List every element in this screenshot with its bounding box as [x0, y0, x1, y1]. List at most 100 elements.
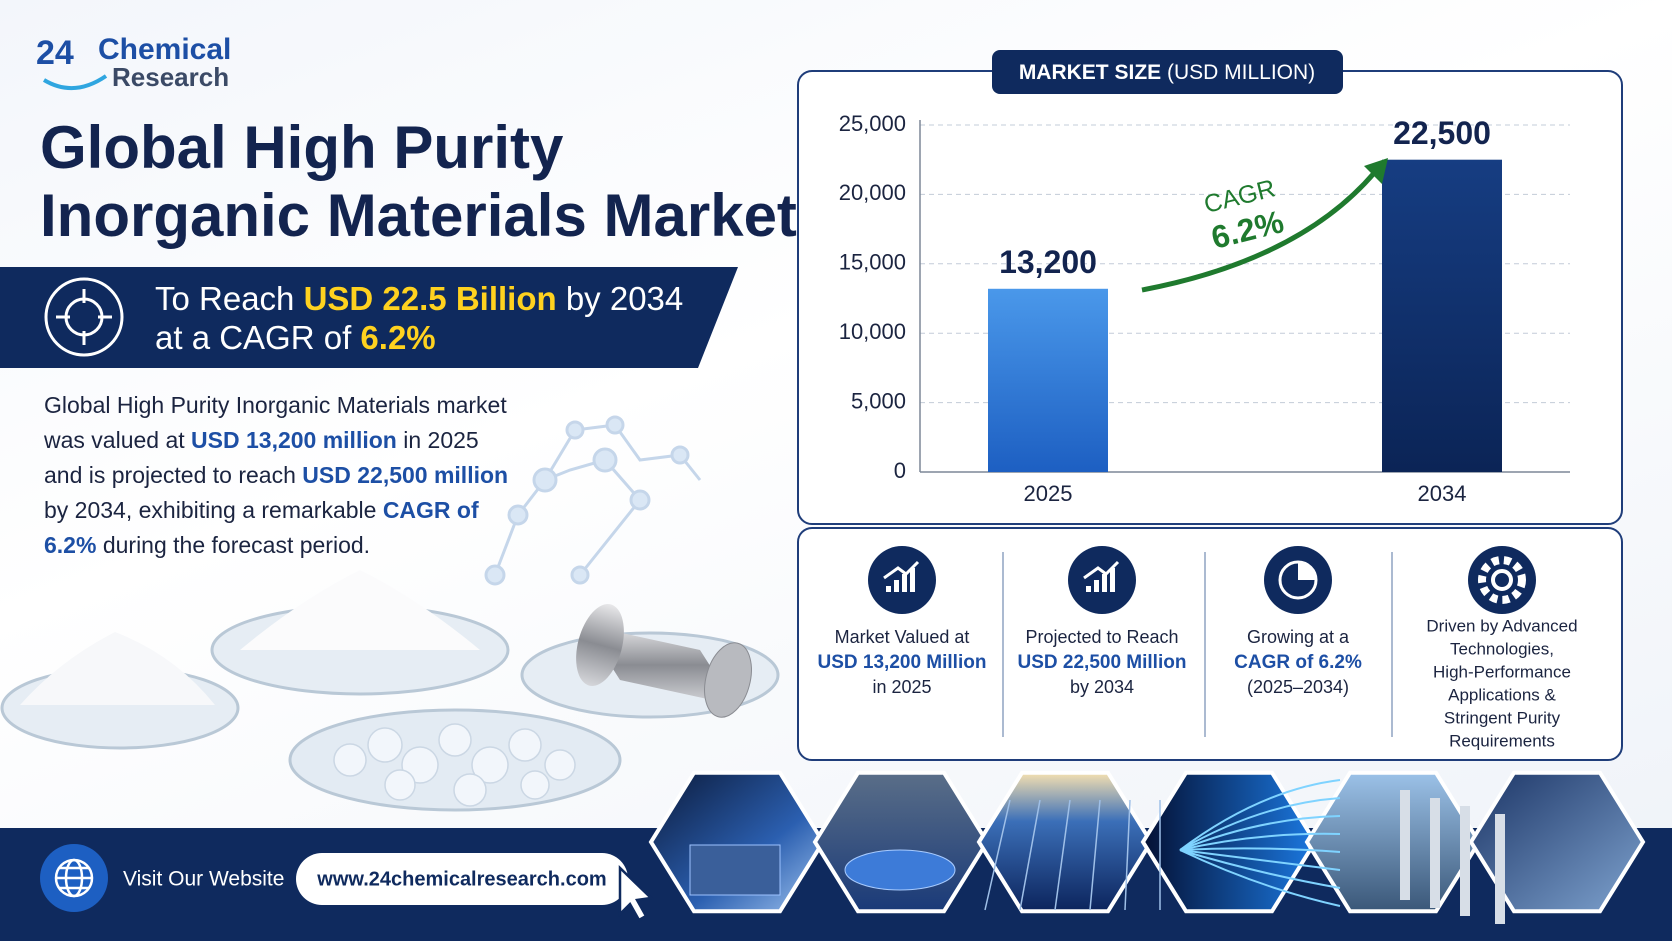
fiber-light — [1179, 847, 1341, 853]
stat-text: Projected to Reach — [1025, 627, 1178, 647]
y-tick-label: 20,000 — [839, 180, 906, 205]
refinery-tower — [1460, 806, 1470, 916]
stat-highlight: CAGR of 6.2% — [1234, 652, 1362, 673]
description-highlight: CAGR of 6.2% — [44, 497, 486, 558]
stat-text: Stringent Purity — [1444, 708, 1561, 727]
stat-icon — [1110, 568, 1115, 592]
cagr-arrowhead — [1364, 158, 1388, 184]
stat-text: Market Valued at — [835, 627, 970, 647]
banner-text: To Reach — [155, 280, 304, 317]
stat-text: Applications & — [1448, 685, 1556, 704]
stat-text: (2025–2034) — [1247, 677, 1349, 697]
url-pill[interactable] — [296, 853, 628, 905]
stat-icon — [883, 560, 920, 580]
chart-title: MARKET SIZE (USD MILLION) — [1019, 61, 1315, 84]
description: Global High Purity Inorganic Materials m… — [44, 388, 514, 563]
wafer — [844, 849, 956, 891]
fiber-light — [1179, 779, 1341, 851]
banner-band — [0, 267, 738, 368]
solar-grid — [1019, 799, 1041, 911]
bar — [1382, 159, 1502, 472]
title-line: Inorganic Materials Market — [40, 182, 797, 249]
y-tick-label: 25,000 — [839, 111, 906, 136]
stat-text: by 2034 — [1070, 677, 1134, 697]
x-tick-label: 2025 — [1024, 481, 1073, 506]
chip — [689, 844, 781, 896]
stat-text: Growing at a — [1247, 627, 1350, 647]
refinery-tower — [1430, 798, 1440, 908]
visit-label: Visit Our Website — [123, 868, 284, 891]
y-tick-label: 10,000 — [839, 319, 906, 344]
fiber-light — [1179, 832, 1341, 851]
logo-line2: Research — [112, 62, 229, 92]
stat-icon — [1468, 546, 1536, 614]
solar-grid — [1054, 799, 1071, 911]
materials-photo — [0, 570, 780, 812]
stat-icon — [1094, 580, 1099, 592]
stats-panel — [797, 527, 1623, 761]
stat-text: Requirements — [1449, 731, 1555, 750]
value-label: 13,200 — [999, 244, 1097, 280]
banner-text: by 2034 — [556, 280, 684, 317]
logo-line1: Chemical — [98, 33, 231, 66]
y-tick-label: 15,000 — [839, 250, 906, 275]
application-photo — [1140, 770, 1318, 914]
stat-icon — [1491, 569, 1513, 591]
stat-icon — [902, 574, 907, 592]
y-tick-label: 5,000 — [851, 388, 906, 413]
stat-text: Technologies, — [1450, 639, 1554, 658]
molecule-decoration — [484, 415, 702, 586]
fiber-light — [1179, 797, 1341, 851]
banner-highlight: USD 22.5 Billion — [303, 280, 557, 317]
fiber-light — [1179, 815, 1341, 851]
refinery-tower — [1495, 814, 1505, 924]
target-icon — [56, 289, 112, 345]
target-icon — [44, 277, 124, 357]
bar — [988, 288, 1108, 472]
chart-title-pill — [992, 50, 1343, 94]
stat-highlight: USD 13,200 Million — [818, 652, 987, 673]
value-label: 22,500 — [1393, 115, 1491, 151]
description-text: by 2034, exhibiting a remarkable — [44, 462, 515, 523]
cagr-arrow — [1141, 170, 1377, 293]
application-photo — [1468, 770, 1646, 914]
stat-icon — [886, 586, 891, 592]
x-tick-label: 2034 — [1418, 481, 1467, 506]
logo-swoosh — [42, 74, 108, 91]
solar-grid — [1124, 799, 1131, 911]
stat-icon — [910, 568, 915, 592]
description-text: Global High Purity Inorganic Materials m… — [44, 392, 514, 453]
refinery-tower — [1400, 790, 1410, 900]
chart-subtitle: (USD MILLION) — [1167, 61, 1315, 84]
chart-title: MARKET SIZE — [1019, 61, 1161, 84]
logo-number: 24 — [36, 34, 74, 72]
stat-icon — [1478, 556, 1526, 604]
url-text[interactable]: www.24chemicalresearch.com — [316, 868, 606, 890]
description-text: during the forecast period. — [96, 532, 371, 558]
fiber-light — [1179, 849, 1341, 907]
banner-text: at a CAGR of — [155, 319, 361, 356]
description-text: in 2025 and is projected to reach — [44, 427, 486, 488]
banner-line: To Reach USD 22.5 Billion by 2034 — [155, 280, 683, 318]
stat-highlight: USD 22,500 Million — [1018, 652, 1187, 673]
description-highlight: USD 13,200 million — [191, 427, 397, 453]
stat-text: High-Performance — [1433, 662, 1571, 681]
stat-text: in 2025 — [872, 677, 931, 697]
stat-icon — [1086, 586, 1091, 592]
solar-grid — [1089, 799, 1101, 911]
stat-icon — [1102, 574, 1107, 592]
fiber-light — [1179, 849, 1341, 871]
banner-line: at a CAGR of 6.2% — [155, 319, 436, 357]
stats-divider — [1002, 552, 1393, 737]
stat-icon — [1083, 560, 1120, 580]
banner-highlight: 6.2% — [360, 319, 436, 356]
application-photos — [648, 770, 1646, 924]
stat-icon — [1298, 562, 1316, 580]
y-tick-label: 0 — [894, 458, 906, 483]
globe-icon — [54, 858, 94, 898]
title-line: Global High Purity — [40, 114, 564, 181]
fiber-light — [1179, 849, 1341, 889]
stat-text: Driven by Advanced — [1426, 616, 1577, 635]
